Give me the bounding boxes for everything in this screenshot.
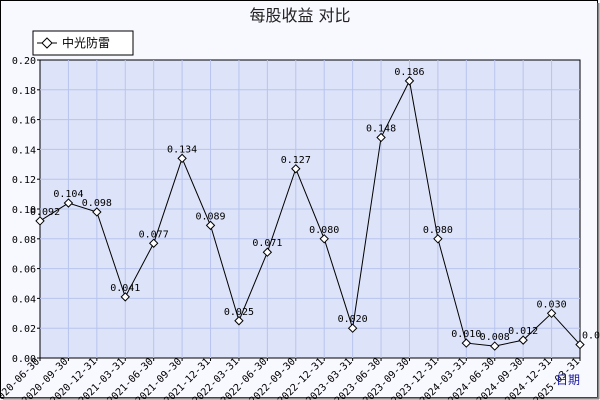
data-label: 0.030 xyxy=(537,299,567,310)
legend: 中光防雷 xyxy=(32,30,134,56)
data-point-marker xyxy=(205,220,216,231)
data-point-marker xyxy=(404,76,415,86)
data-point-marker xyxy=(490,341,500,351)
data-point-marker xyxy=(546,308,557,319)
y-tick-label: 0.20 xyxy=(12,56,36,67)
data-point-marker xyxy=(148,238,159,248)
data-label: 0.077 xyxy=(139,229,169,240)
data-point-marker xyxy=(177,153,187,164)
data-point-marker xyxy=(376,132,386,143)
data-point-marker xyxy=(433,234,443,244)
y-tick-label: 0.00 xyxy=(12,354,36,365)
y-tick-label: 0.06 xyxy=(12,265,36,276)
y-axis: 0.00 0.02 0.04 0.06 0.08 0.10 0.12 0.14 0.16 0.18… xyxy=(12,56,40,365)
data-point-marker xyxy=(319,234,329,244)
data-point-marker xyxy=(518,335,528,345)
y-tick-label: 0.08 xyxy=(12,235,36,246)
legend-box xyxy=(32,30,134,56)
data-label: 0.008 xyxy=(480,332,510,343)
y-tick-label: 0.10 xyxy=(12,205,36,216)
data-label: 0.127 xyxy=(281,155,311,166)
data-label: 0.134 xyxy=(167,144,197,155)
legend-diamond-marker xyxy=(41,37,53,49)
data-label: 0.025 xyxy=(224,307,254,318)
y-tick-label: 0.14 xyxy=(12,145,36,156)
chart-title: 每股收益 对比 xyxy=(249,6,350,25)
data-point-marker xyxy=(234,316,244,326)
y-tick-label: 0.04 xyxy=(12,294,36,305)
y-tick-label: 0.12 xyxy=(12,175,36,186)
data-point-marker xyxy=(461,338,472,348)
data-point-marker xyxy=(120,292,130,302)
data-label: 0.041 xyxy=(110,283,140,294)
y-tick-label: 0.18 xyxy=(12,86,36,97)
data-label: 0.071 xyxy=(252,238,282,249)
data-point-marker xyxy=(63,198,74,208)
data-point-marker xyxy=(575,339,585,350)
data-label: 0.098 xyxy=(82,198,112,209)
y-tick-label: 0.16 xyxy=(12,116,36,127)
data-label: 0.009 xyxy=(582,331,600,342)
data-label: 0.148 xyxy=(366,123,396,134)
legend-label: 中光防雷 xyxy=(62,35,110,50)
data-label: 0.012 xyxy=(508,326,538,337)
data-label: 0.104 xyxy=(53,189,83,200)
data-label: 0.089 xyxy=(195,211,225,222)
grid-lines xyxy=(40,60,580,358)
data-point-marker xyxy=(291,164,301,174)
data-label: 0.080 xyxy=(309,225,339,236)
data-point-marker xyxy=(347,323,358,333)
data-point-marker xyxy=(92,207,102,217)
data-label: 0.080 xyxy=(423,225,453,236)
y-tick-label: 0.02 xyxy=(12,324,36,335)
data-label: 0.186 xyxy=(394,67,424,78)
series-line xyxy=(39,79,581,347)
data-point-marker xyxy=(35,216,45,226)
data-label: 0.010 xyxy=(451,329,481,340)
x-axis-label: 日期 xyxy=(556,373,580,387)
data-label: 0.020 xyxy=(338,314,368,325)
data-label: 0.092 xyxy=(30,207,60,218)
data-point-marker xyxy=(262,247,273,257)
